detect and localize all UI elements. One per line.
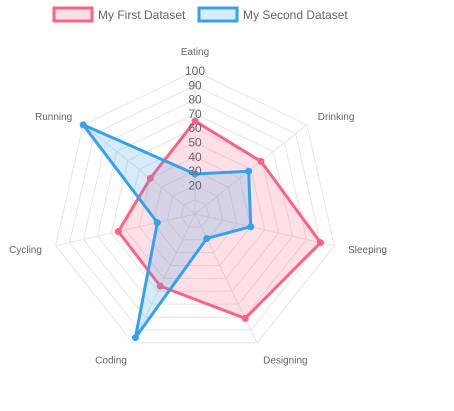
series-layer: [79, 117, 324, 342]
grid-ring: [68, 84, 322, 331]
grid-ring: [110, 127, 280, 292]
series-area: [81, 123, 253, 340]
tick-label: 50: [188, 136, 202, 150]
legend-label-first: My First Dataset: [98, 8, 186, 22]
legend-swatch-first: [52, 6, 94, 23]
axis-label: Designing: [263, 355, 307, 366]
axis-label: Sleeping: [348, 245, 387, 256]
legend-swatch-second: [197, 6, 239, 23]
series-point[interactable]: [316, 239, 324, 247]
grid-ring: [82, 99, 308, 318]
series-point[interactable]: [203, 234, 211, 242]
grid-ring: [55, 70, 335, 344]
tick-label: 100: [185, 64, 205, 78]
series-point[interactable]: [156, 282, 164, 290]
axis-label: Cycling: [9, 245, 42, 256]
axis-label: Drinking: [318, 112, 355, 123]
series-point[interactable]: [146, 174, 154, 182]
tick-label: 70: [188, 107, 202, 121]
series-point[interactable]: [114, 228, 122, 236]
grid-spoke: [55, 213, 196, 247]
series-point[interactable]: [241, 314, 249, 322]
series-point[interactable]: [191, 170, 199, 178]
tick-label: 30: [188, 164, 202, 178]
axis-labels: Eating Drinking Sleeping Designing Coding Cyc…: [9, 47, 387, 366]
tick-label: 20: [188, 178, 202, 192]
tick-label: 90: [188, 78, 202, 92]
grid-spoke: [194, 213, 335, 247]
grid-spoke: [82, 124, 196, 215]
tick-label: 40: [188, 150, 202, 164]
tick-label: 60: [188, 121, 202, 135]
axis-label: Coding: [95, 355, 127, 366]
legend-label-second: My Second Dataset: [243, 8, 348, 22]
tick-label: 80: [188, 93, 202, 107]
series-1: [114, 117, 324, 322]
series-point[interactable]: [257, 157, 265, 165]
series-point[interactable]: [247, 223, 255, 231]
grid-ring: [180, 199, 210, 228]
series-point[interactable]: [191, 117, 199, 125]
legend-item-first[interactable]: My First Dataset: [52, 6, 186, 23]
legend-item-second[interactable]: My Second Dataset: [197, 6, 348, 23]
grid-spoke: [132, 213, 196, 344]
series-point[interactable]: [79, 121, 87, 129]
series-area: [116, 119, 322, 320]
axis-label: Running: [35, 112, 72, 123]
grid-ring: [166, 184, 224, 241]
series-point[interactable]: [131, 334, 139, 342]
legend: My First Dataset My Second Dataset: [52, 6, 348, 23]
series-point[interactable]: [245, 167, 253, 175]
grid-ring: [124, 141, 266, 279]
grid-ring: [138, 156, 252, 267]
series-point[interactable]: [153, 219, 161, 227]
series-2: [79, 121, 255, 342]
axis-label: Eating: [181, 47, 209, 58]
